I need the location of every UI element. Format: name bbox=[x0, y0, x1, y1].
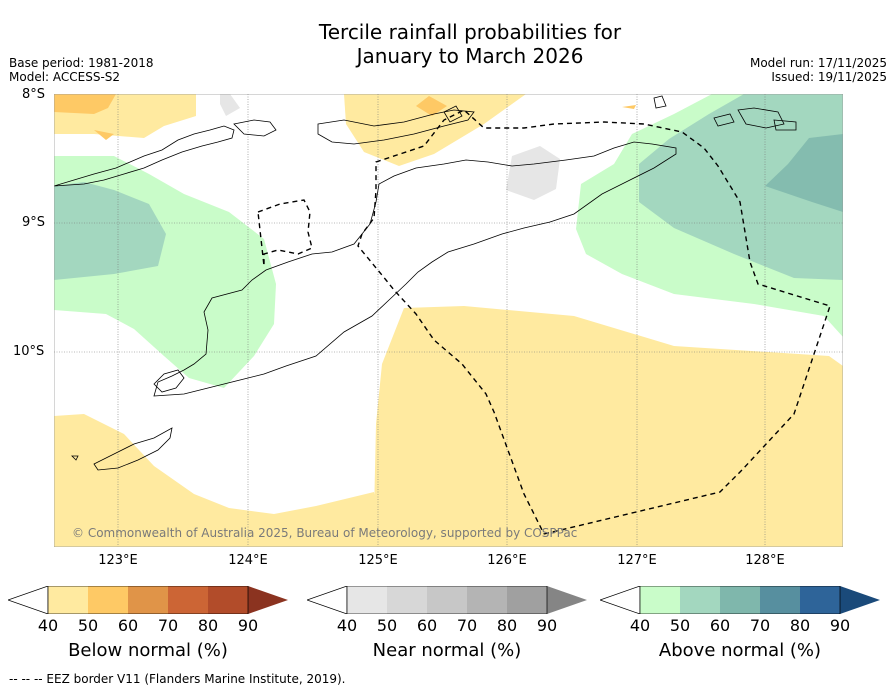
below-normal-region-southwest bbox=[54, 414, 384, 547]
cb-below-swatch-6 bbox=[248, 586, 288, 614]
colorbar-near-normal: 40 50 60 70 80 90 Near normal (%) bbox=[305, 585, 587, 661]
cb-above-swatch-1 bbox=[640, 586, 680, 614]
lon-label-126e: 126°E bbox=[487, 553, 527, 568]
below-normal-strong-1 bbox=[54, 94, 116, 114]
title-line-1: Tercile rainfall probabilities for bbox=[318, 20, 622, 44]
title-line-2: January to March 2026 bbox=[356, 44, 584, 68]
model-run: Model run: 17/11/2025 bbox=[749, 56, 887, 70]
cb-above-swatch-4 bbox=[760, 586, 800, 614]
eez-border-east bbox=[357, 109, 831, 535]
cb-near-tick-50: 50 bbox=[376, 616, 398, 635]
below-normal-region-southeast bbox=[374, 306, 843, 547]
cb-below-tick-80: 80 bbox=[197, 616, 219, 635]
lon-label-125e: 125°E bbox=[358, 553, 398, 568]
lat-label-8s: 8°S bbox=[22, 87, 46, 102]
lon-label-128e: 128°E bbox=[745, 553, 785, 568]
cb-above-tick-80: 80 bbox=[789, 616, 811, 635]
near-normal-region-2 bbox=[220, 94, 240, 116]
cb-near-swatch-6 bbox=[547, 586, 587, 614]
colorbar-below-normal: 40 50 60 70 80 90 Below normal (%) bbox=[6, 585, 288, 661]
cb-near-tick-60: 60 bbox=[416, 616, 438, 635]
cb-near-swatch-4 bbox=[467, 586, 507, 614]
cb-above-tick-40: 40 bbox=[629, 616, 651, 635]
cb-near-swatch-3 bbox=[427, 586, 467, 614]
below-normal-region-north bbox=[344, 94, 526, 166]
cb-above-swatch-6 bbox=[840, 586, 880, 614]
cb-near-swatch-2 bbox=[387, 586, 427, 614]
cb-below-swatch-3 bbox=[128, 586, 168, 614]
cb-near-swatch-1 bbox=[347, 586, 387, 614]
lat-label-9s: 9°S bbox=[22, 215, 46, 230]
cb-above-swatch-2 bbox=[680, 586, 720, 614]
meta-left: Base period: 1981-2018 Model: ACCESS-S2 bbox=[9, 56, 154, 84]
base-period: Base period: 1981-2018 bbox=[9, 56, 154, 70]
cb-near-tick-70: 70 bbox=[456, 616, 478, 635]
alor-coastline bbox=[233, 119, 277, 137]
above-normal-moderate-west bbox=[54, 182, 166, 280]
below-normal-strong-4 bbox=[622, 105, 636, 109]
eez-footer-note: -- -- -- EEZ border V11 (Flanders Marine… bbox=[9, 672, 346, 686]
colorbar-above-normal: 40 50 60 70 80 90 Above normal (%) bbox=[598, 585, 880, 661]
cb-above-swatch-0 bbox=[598, 585, 641, 615]
cb-above-swatch-5 bbox=[800, 586, 840, 614]
below-normal-strong-3 bbox=[94, 130, 114, 140]
colorbar-near-normal-swatches bbox=[305, 585, 587, 615]
cb-below-swatch-5 bbox=[208, 586, 248, 614]
small-island-west bbox=[71, 455, 79, 461]
model-name: Model: ACCESS-S2 bbox=[9, 70, 121, 84]
cb-near-tick-80: 80 bbox=[496, 616, 518, 635]
lon-label-124e: 124°E bbox=[228, 553, 268, 568]
issued-date: Issued: 19/11/2025 bbox=[771, 70, 887, 84]
cb-below-swatch-4 bbox=[168, 586, 208, 614]
cb-above-label: Above normal (%) bbox=[658, 640, 822, 661]
cb-below-tick-40: 40 bbox=[37, 616, 59, 635]
cb-below-label: Below normal (%) bbox=[68, 640, 228, 661]
cb-below-swatch-0 bbox=[6, 585, 49, 615]
near-normal-region-1 bbox=[506, 146, 560, 200]
small-island-northeast-4 bbox=[773, 119, 797, 131]
cb-below-tick-70: 70 bbox=[157, 616, 179, 635]
sawu-coastline bbox=[93, 427, 173, 471]
cb-above-tick-60: 60 bbox=[709, 616, 731, 635]
cb-below-tick-50: 50 bbox=[77, 616, 99, 635]
small-island-northeast-3 bbox=[737, 107, 785, 129]
small-island-north bbox=[443, 105, 463, 123]
lat-label-10s: 10°S bbox=[13, 344, 45, 359]
lon-label-127e: 127°E bbox=[617, 553, 657, 568]
rote-coastline bbox=[153, 369, 185, 393]
cb-near-swatch-0 bbox=[305, 585, 348, 615]
lon-label-123e: 123°E bbox=[98, 553, 138, 568]
flores-coastline bbox=[54, 125, 235, 187]
eez-borders bbox=[257, 109, 831, 535]
cb-above-tick-50: 50 bbox=[669, 616, 691, 635]
rainfall-map: © Commonwealth of Australia 2025, Bureau… bbox=[54, 94, 843, 547]
colorbar-above-normal-swatches bbox=[598, 585, 880, 615]
small-island-northeast-1 bbox=[653, 95, 667, 109]
cb-above-swatch-3 bbox=[720, 586, 760, 614]
copyright-notice: © Commonwealth of Australia 2025, Bureau… bbox=[72, 526, 577, 540]
timor-coastline bbox=[153, 141, 677, 397]
meta-right: Model run: 17/11/2025 Issued: 19/11/2025 bbox=[750, 56, 887, 84]
cb-above-tick-70: 70 bbox=[749, 616, 771, 635]
cb-below-swatch-2 bbox=[88, 586, 128, 614]
cb-above-tick-90: 90 bbox=[829, 616, 851, 635]
grid-lines bbox=[54, 94, 843, 547]
small-island-northeast-2 bbox=[713, 113, 735, 127]
wetar-coastline bbox=[317, 109, 475, 145]
cb-below-swatch-1 bbox=[48, 586, 88, 614]
cb-near-swatch-5 bbox=[507, 586, 547, 614]
above-normal-moderate-east bbox=[639, 94, 843, 280]
map-title: Tercile rainfall probabilities for Janua… bbox=[0, 20, 896, 68]
eez-border-west bbox=[257, 199, 313, 267]
cb-below-tick-90: 90 bbox=[237, 616, 259, 635]
cb-near-tick-40: 40 bbox=[336, 616, 358, 635]
cb-near-label: Near normal (%) bbox=[372, 640, 522, 661]
colorbar-below-normal-swatches bbox=[6, 585, 288, 615]
cb-near-tick-90: 90 bbox=[536, 616, 558, 635]
cb-below-tick-60: 60 bbox=[117, 616, 139, 635]
below-normal-strong-2 bbox=[416, 96, 447, 116]
coastlines bbox=[54, 95, 797, 471]
above-normal-strong-east bbox=[765, 134, 843, 212]
